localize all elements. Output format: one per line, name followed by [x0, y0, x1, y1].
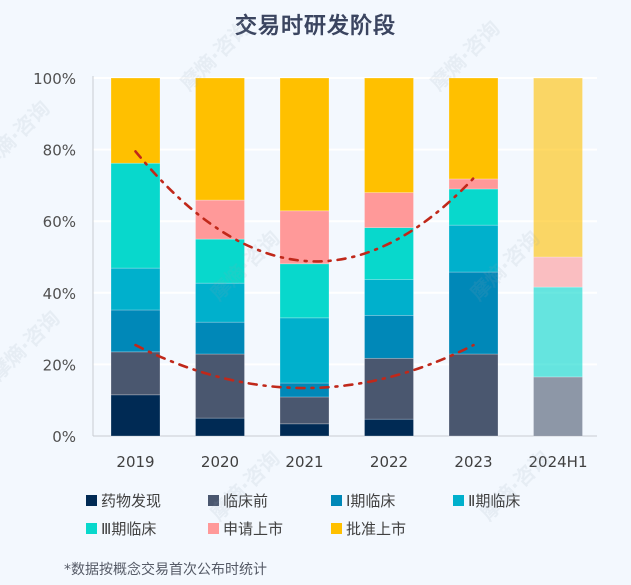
legend-label: Ⅰ期临床	[346, 492, 396, 510]
legend-item: 批准上市	[331, 518, 406, 539]
lower-trend-line	[134, 343, 475, 390]
upper-trend-line	[134, 150, 475, 263]
bar-segment	[195, 417, 245, 437]
legend-swatch	[331, 495, 342, 506]
bar-group-2023	[448, 77, 499, 437]
bar-segment	[364, 77, 414, 193]
legend-item: Ⅲ期临床	[86, 518, 156, 539]
bar-group-2024H1	[533, 77, 583, 437]
bar-segment	[195, 282, 245, 323]
y-tick-label: 60%	[43, 213, 76, 231]
legend-label: 临床前	[223, 492, 269, 510]
bar-segment	[110, 351, 161, 396]
bar-segment	[448, 353, 499, 437]
x-tick-label: 2022	[370, 453, 408, 471]
bar-group-2021	[279, 77, 330, 437]
bar-segment	[533, 286, 583, 378]
bar-segment	[448, 77, 499, 180]
bar-group-2019	[110, 77, 161, 437]
legend-swatch	[208, 523, 219, 534]
y-tick-label: 40%	[43, 285, 76, 303]
bar-segment	[195, 321, 245, 355]
bar-segment	[364, 279, 414, 316]
legend-swatch	[208, 495, 219, 506]
bar-segment	[533, 256, 583, 288]
bar-segment	[533, 376, 583, 437]
legend-label: 申请上市	[223, 520, 284, 538]
bar-segment	[279, 317, 330, 384]
bar-segment	[110, 394, 161, 437]
y-tick-label: 80%	[43, 142, 76, 160]
bar-segment	[364, 357, 414, 420]
legend-swatch	[86, 495, 97, 506]
bar-group-2020	[195, 77, 245, 437]
bar-segment	[279, 210, 330, 265]
bar-segment	[364, 315, 414, 359]
x-tick-label: 2024H1	[529, 453, 588, 471]
y-tick-label: 20%	[43, 356, 76, 374]
bar-segment	[195, 77, 245, 201]
bar-segment	[364, 192, 414, 228]
x-tick-label: 2020	[201, 453, 239, 471]
legend-label: 批准上市	[346, 520, 407, 538]
bar-segment	[279, 77, 330, 212]
bar-segment	[448, 224, 499, 273]
legend-swatch	[331, 523, 342, 534]
footnote: *数据按概念交易首次公布时统计	[64, 562, 267, 578]
bar-segment	[448, 178, 499, 190]
bar-segment	[279, 396, 330, 425]
bar-segment	[110, 77, 161, 164]
bar-segment	[279, 382, 330, 398]
x-tick-label: 2023	[454, 453, 492, 471]
bar-segment	[279, 263, 330, 319]
legend-label: Ⅲ期临床	[101, 520, 157, 538]
legend-item: 药物发现	[86, 490, 161, 511]
x-tick-label: 2019	[116, 453, 154, 471]
bar-segment	[448, 271, 499, 355]
bar-segment	[364, 418, 414, 437]
x-tick-label: 2021	[285, 453, 323, 471]
bar-segment	[364, 227, 414, 280]
legend-label: Ⅱ期临床	[468, 492, 521, 510]
bar-segment	[279, 423, 330, 437]
bar-segment	[110, 267, 161, 311]
y-tick-label: 100%	[33, 70, 76, 88]
legend-item: Ⅱ期临床	[453, 490, 520, 511]
bar-group-2022	[364, 77, 414, 437]
legend-label: 药物发现	[101, 492, 162, 510]
bar-segment	[195, 199, 245, 240]
legend-item: 临床前	[208, 490, 268, 511]
legend-item: 申请上市	[208, 518, 283, 539]
chart-plot: 0% 20% 40% 60% 80% 100% 2019 2020 2021 2022 2023 2…	[33, 70, 597, 471]
y-tick-label: 0%	[52, 428, 76, 446]
bar-segment	[195, 238, 245, 284]
legend-swatch	[453, 495, 464, 506]
bar-segment	[533, 77, 583, 258]
legend-item: Ⅰ期临床	[331, 490, 395, 511]
legend-swatch	[86, 523, 97, 534]
bar-segment	[195, 353, 245, 419]
chart-title: 交易时研发阶段	[234, 14, 396, 39]
bar-segment	[110, 162, 161, 269]
